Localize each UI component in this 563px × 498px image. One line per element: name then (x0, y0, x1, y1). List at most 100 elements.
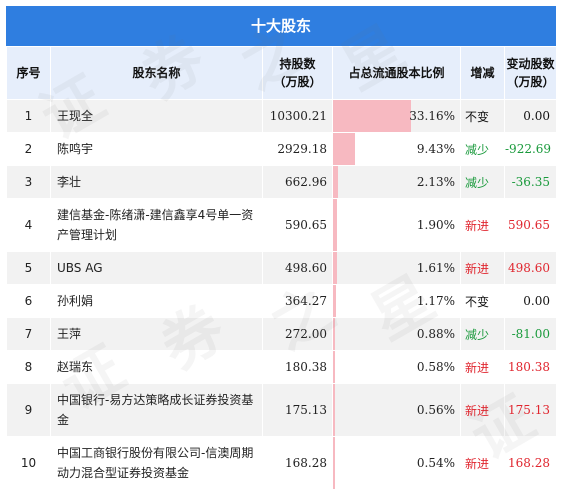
table-row: 2 陈鸣宇 2929.18 9.43% 减少 -922.69 (6, 132, 557, 166)
header-change: 增减 (460, 46, 505, 100)
row-shares: 364.27 (262, 284, 333, 318)
ratio-bar (333, 384, 335, 436)
row-ratio: 2.13% (332, 165, 461, 199)
row-change: 新进 (460, 198, 505, 252)
ratio-bar (333, 437, 335, 489)
row-idx: 7 (6, 317, 51, 351)
row-ratio-text: 33.16% (409, 109, 455, 123)
row-idx: 1 (6, 99, 51, 133)
row-delta: -81.00 (504, 317, 557, 351)
row-idx: 4 (6, 198, 51, 252)
row-ratio: 0.88% (332, 317, 461, 351)
row-idx: 6 (6, 284, 51, 318)
row-delta: -36.35 (504, 165, 557, 199)
row-ratio-text: 0.56% (416, 403, 455, 417)
row-idx: 10 (6, 436, 51, 490)
row-delta: 168.28 (504, 436, 557, 490)
header-ratio: 占总流通股本比例 (332, 46, 461, 100)
row-ratio-text: 2.13% (416, 175, 455, 189)
row-name: 王萍 (50, 317, 263, 351)
row-name: UBS AG (50, 251, 263, 285)
panel-title: 十大股东 (6, 6, 556, 46)
header-idx: 序号 (6, 46, 51, 100)
header-delta-line1: 变动股数 (506, 57, 555, 71)
header-name: 股东名称 (50, 46, 263, 100)
row-shares: 168.28 (262, 436, 333, 490)
row-shares: 10300.21 (262, 99, 333, 133)
row-change: 新进 (460, 383, 505, 437)
table-row: 1 王现全 10300.21 33.16% 不变 0.00 (6, 99, 557, 133)
row-ratio: 0.58% (332, 350, 461, 384)
row-shares: 498.60 (262, 251, 333, 285)
table-row: 5 UBS AG 498.60 1.61% 新进 498.60 (6, 251, 557, 285)
row-shares: 590.65 (262, 198, 333, 252)
row-ratio-text: 0.58% (416, 360, 455, 374)
row-name: 李壮 (50, 165, 263, 199)
row-name: 中国银行-易方达策略成长证券投资基金 (50, 383, 263, 437)
ratio-bar (333, 285, 336, 317)
row-delta: 590.65 (504, 198, 557, 252)
header-delta-line2: （万股） (506, 75, 555, 89)
ratio-bar (333, 351, 335, 383)
table-header-row: 序号 股东名称 持股数 （万股） 占总流通股本比例 增减 变动股数 （万股） (6, 46, 557, 100)
table-row: 7 王萍 272.00 0.88% 减少 -81.00 (6, 317, 557, 351)
row-ratio: 0.54% (332, 436, 461, 490)
row-ratio: 1.17% (332, 284, 461, 318)
row-delta: 0.00 (504, 99, 557, 133)
ratio-bar (333, 318, 336, 350)
row-idx: 5 (6, 251, 51, 285)
row-delta: 498.60 (504, 251, 557, 285)
ratio-bar (333, 199, 338, 251)
row-change: 减少 (460, 132, 505, 166)
row-name: 王现全 (50, 99, 263, 133)
row-idx: 2 (6, 132, 51, 166)
header-delta: 变动股数 （万股） (504, 46, 557, 100)
ratio-bar (333, 166, 338, 198)
row-name: 中国工商银行股份有限公司-信澳周期动力混合型证券投资基金 (50, 436, 263, 490)
ratio-bar (333, 100, 411, 132)
row-name: 赵瑞东 (50, 350, 263, 384)
table-row: 6 孙利娟 364.27 1.17% 不变 0.00 (6, 284, 557, 318)
row-delta: -922.69 (504, 132, 557, 166)
row-change: 减少 (460, 165, 505, 199)
row-ratio-text: 0.54% (416, 456, 455, 470)
row-delta: 175.13 (504, 383, 557, 437)
row-name: 陈鸣宇 (50, 132, 263, 166)
row-change: 新进 (460, 251, 505, 285)
row-change: 不变 (460, 284, 505, 318)
ratio-bar (333, 133, 356, 165)
row-idx: 3 (6, 165, 51, 199)
row-delta: 180.38 (504, 350, 557, 384)
shareholders-panel: 十大股东 序号 股东名称 持股数 （万股） 占总流通股本比例 增减 变动股数 (6, 6, 557, 490)
row-ratio: 1.90% (332, 198, 461, 252)
row-idx: 9 (6, 383, 51, 437)
row-ratio-text: 1.17% (416, 294, 455, 308)
row-name: 孙利娟 (50, 284, 263, 318)
row-shares: 175.13 (262, 383, 333, 437)
row-idx: 8 (6, 350, 51, 384)
row-ratio: 9.43% (332, 132, 461, 166)
row-shares: 662.96 (262, 165, 333, 199)
row-ratio-text: 0.88% (416, 327, 455, 341)
row-ratio: 33.16% (332, 99, 461, 133)
header-shares-line2: （万股） (273, 75, 322, 89)
row-shares: 180.38 (262, 350, 333, 384)
header-shares: 持股数 （万股） (262, 46, 333, 100)
row-change: 减少 (460, 317, 505, 351)
row-name: 建信基金-陈绪潇-建信鑫享4号单一资产管理计划 (50, 198, 263, 252)
table-row: 10 中国工商银行股份有限公司-信澳周期动力混合型证券投资基金 168.28 0.54… (6, 436, 557, 490)
ratio-bar (333, 252, 337, 284)
table-row: 3 李壮 662.96 2.13% 减少 -36.35 (6, 165, 557, 199)
row-ratio: 0.56% (332, 383, 461, 437)
table-row: 9 中国银行-易方达策略成长证券投资基金 175.13 0.56% 新进 175.13 (6, 383, 557, 437)
table-body: 1 王现全 10300.21 33.16% 不变 0.00 2 陈鸣宇 2929.18 9.43%… (6, 99, 557, 490)
table-row: 4 建信基金-陈绪潇-建信鑫享4号单一资产管理计划 590.65 1.90% 新进 590… (6, 198, 557, 252)
row-shares: 272.00 (262, 317, 333, 351)
row-change: 新进 (460, 350, 505, 384)
row-ratio-text: 1.61% (416, 261, 455, 275)
row-ratio: 1.61% (332, 251, 461, 285)
header-shares-line1: 持股数 (279, 57, 316, 71)
row-ratio-text: 9.43% (416, 142, 455, 156)
row-change: 不变 (460, 99, 505, 133)
row-change: 新进 (460, 436, 505, 490)
